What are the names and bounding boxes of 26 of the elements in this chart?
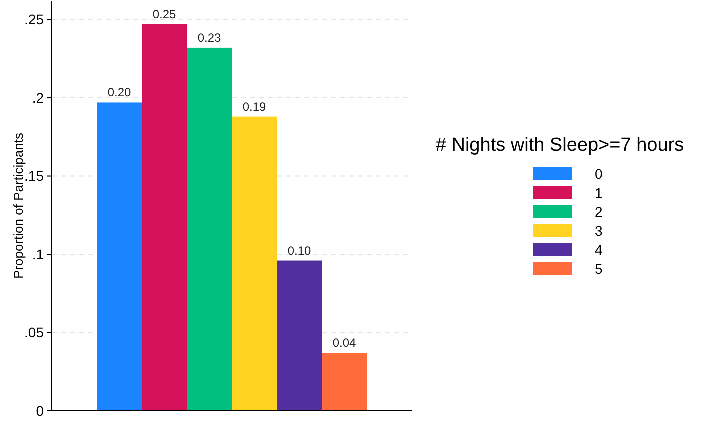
legend-label: 1 bbox=[595, 184, 603, 201]
y-tick-label: 0 bbox=[36, 402, 44, 419]
y-tick-label: .05 bbox=[24, 324, 44, 341]
data-label: 0.23 bbox=[198, 30, 222, 45]
data-label: 0.19 bbox=[242, 100, 266, 114]
data-label: 0.25 bbox=[152, 7, 176, 22]
y-tick-label: .2 bbox=[32, 90, 44, 106]
bar bbox=[187, 48, 232, 411]
y-tick-label: .25 bbox=[24, 12, 44, 28]
bar bbox=[142, 24, 187, 411]
legend-title: # Nights with Sleep>=7 hours bbox=[436, 135, 684, 156]
y-tick-label: .1 bbox=[32, 246, 44, 262]
legend-label: 0 bbox=[595, 166, 603, 182]
bar bbox=[277, 260, 322, 411]
legend-label: 5 bbox=[595, 260, 603, 277]
bar bbox=[97, 102, 142, 411]
bar bbox=[322, 353, 367, 411]
legend-label: 3 bbox=[595, 222, 603, 239]
data-label: 0.20 bbox=[108, 86, 132, 100]
legend-label: 4 bbox=[595, 242, 603, 258]
legend-label: 2 bbox=[595, 204, 603, 220]
y-tick-label: .15 bbox=[24, 168, 44, 184]
data-label: 0.10 bbox=[288, 244, 312, 258]
bar bbox=[232, 116, 277, 411]
data-label: 0.04 bbox=[332, 336, 356, 350]
y-axis-title: Proportion of Participants bbox=[11, 132, 26, 279]
